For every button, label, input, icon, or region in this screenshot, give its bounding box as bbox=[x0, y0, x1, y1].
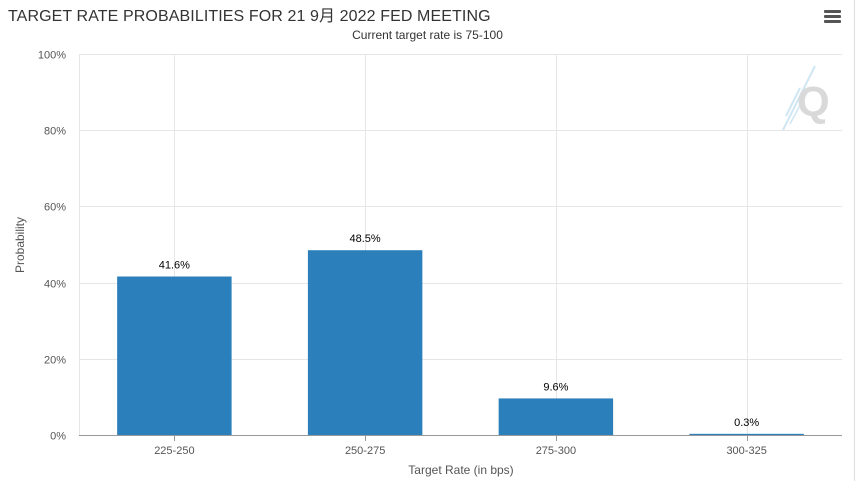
bars bbox=[117, 250, 804, 435]
data-label-300-325: 0.3% bbox=[734, 417, 759, 429]
data-label-250-275: 48.5% bbox=[350, 233, 381, 245]
bar-300-325[interactable] bbox=[689, 433, 804, 435]
chart-title: TARGET RATE PROBABILITIES FOR 21 9月 2022… bbox=[8, 8, 491, 25]
data-label-275-300: 9.6% bbox=[543, 381, 568, 393]
y-tick-label: 60% bbox=[44, 202, 66, 214]
axes: Probability Target Rate (in bps) 0% 20% 40… bbox=[13, 50, 767, 478]
bar-275-300[interactable] bbox=[498, 398, 614, 435]
y-tick-label: 40% bbox=[44, 279, 66, 291]
q-logo-icon: Q bbox=[782, 65, 830, 131]
chart-subtitle: Current target rate is 75-100 bbox=[352, 28, 503, 42]
data-label-225-250: 41.6% bbox=[159, 260, 190, 272]
bar-225-250[interactable] bbox=[117, 276, 232, 435]
y-tick-label: 100% bbox=[38, 50, 66, 62]
x-tick-label-300-325: 300-325 bbox=[726, 445, 766, 457]
x-tick-label-250-275: 250-275 bbox=[345, 445, 385, 457]
svg-text:Q: Q bbox=[797, 78, 830, 125]
y-tick-label: 20% bbox=[44, 355, 66, 367]
bar-250-275[interactable] bbox=[307, 250, 423, 435]
hamburger-menu-icon[interactable] bbox=[824, 10, 841, 24]
y-tick-label: 0% bbox=[50, 431, 66, 443]
data-labels: 41.6% 48.5% 9.6% 0.3% bbox=[159, 233, 760, 429]
x-tick-label-225-250: 225-250 bbox=[154, 445, 194, 457]
y-tick-label: 80% bbox=[44, 126, 66, 138]
y-axis-title: Probability bbox=[13, 217, 27, 273]
x-tick-label-275-300: 275-300 bbox=[536, 445, 576, 457]
x-axis-title: Target Rate (in bps) bbox=[408, 463, 513, 477]
